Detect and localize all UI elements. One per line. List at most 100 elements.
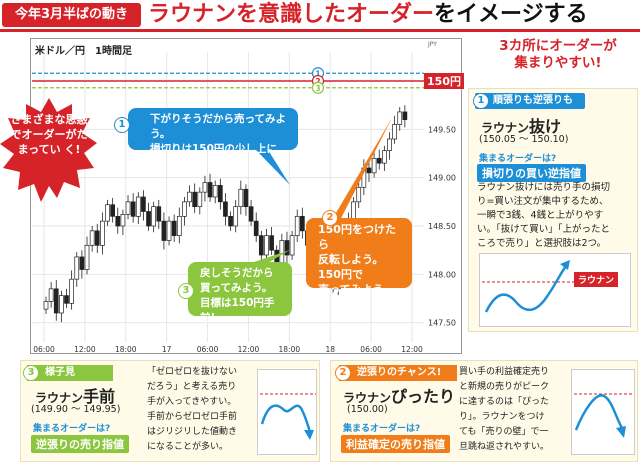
candle-body	[64, 295, 69, 304]
candle-body	[100, 220, 105, 246]
burst-text: さまざまな思惑でオーダーがたまってい く!	[10, 113, 88, 156]
falling-curve-illustration	[260, 393, 316, 440]
panel3-answer: 逆張りの売り指値	[31, 435, 129, 453]
panel3-name-pre: ラウナン	[35, 391, 84, 405]
panel1-number: 1	[473, 93, 489, 109]
candle-body	[74, 256, 80, 280]
candle-body	[294, 215, 300, 237]
candle-body	[166, 220, 172, 241]
candle-body	[366, 167, 372, 174]
panel2-desc-line: 旦跳ね返されやすい。	[459, 442, 550, 452]
panel2-range: (150.00)	[347, 404, 388, 415]
panel2-header: 逆張りのチャンス!	[339, 365, 457, 381]
panel1-level-tag: ラウナン	[574, 272, 619, 287]
panel1-desc-line: 一瞬で3銭、4銭と上がりやす	[477, 210, 604, 221]
panel1-mini-chart: ラウナン	[479, 253, 631, 327]
candle-body	[43, 301, 49, 310]
order-level-marker	[311, 81, 325, 94]
x-tick-label: 12:00	[401, 345, 423, 354]
bubble3-line3: 目標は150円手前!	[200, 297, 275, 324]
bubble3-line1: 戻しそうだから	[200, 267, 274, 279]
x-tick-label: 18:00	[115, 345, 137, 354]
reversal-curve-illustration	[574, 393, 634, 438]
starburst-shape	[0, 98, 97, 202]
candle-body	[289, 235, 295, 256]
panel1-name-bold: 抜け	[529, 117, 562, 136]
x-tick-label: 06:00	[33, 345, 55, 354]
bubble-sell-hope: 下がりそうだから売ってみよう。 損切りは150円の少し上に	[128, 108, 298, 155]
panel-breakout: 順張りも逆張りも 1 ラウナン抜け (150.05 〜 150.10) 集まるオ…	[468, 88, 638, 332]
bubble1-line1: 下がりそうだから売ってみよう。	[150, 113, 286, 140]
panel3-desc-line: になることが多い。	[147, 442, 229, 452]
candle-body	[233, 206, 239, 227]
panel3-desc-line: だろう」と考える売り	[147, 382, 237, 392]
candle-body	[135, 196, 141, 217]
candle-body	[120, 214, 126, 227]
candle-body	[48, 288, 54, 302]
order-level-number: 3	[315, 84, 320, 93]
candle-body	[171, 220, 177, 237]
candle-body	[110, 204, 115, 217]
title-red: ラウナンを意識したオーダー	[148, 2, 435, 27]
order-level-number: 1	[315, 69, 320, 78]
candle-body	[59, 295, 64, 314]
candle-body	[89, 230, 95, 246]
x-tick-label: 12:00	[238, 345, 260, 354]
x-tick-label: 18:00	[279, 345, 301, 354]
candle-body	[53, 288, 59, 314]
panel1-description: ラウナン抜けには売り手の損切 り=買い注文が集中するため、 一瞬で3銭、4銭と上…	[477, 181, 637, 251]
panel3-range: (149.90 〜 149.95)	[31, 404, 121, 415]
panel1-desc-line: ラウナン抜けには売り手の損切	[477, 182, 611, 193]
bubble2-number: 2	[322, 210, 338, 226]
bubble-reversal: 150円をつけたら 反転しよう。 150円で 売ってみよう	[306, 218, 412, 296]
x-tick-label: 06:00	[360, 345, 382, 354]
candle-body	[264, 235, 269, 256]
candle-body	[228, 215, 233, 227]
bubble3-line2: 買ってみよう。	[200, 282, 273, 294]
panel1-name: ラウナン抜け	[481, 113, 561, 137]
bubble2-line1: 150円をつけたら	[318, 223, 396, 251]
candle-body	[141, 196, 146, 212]
panel3-name-bold: 手前	[83, 387, 116, 406]
title-black: をイメージする	[434, 2, 588, 27]
panel2-mini-chart	[571, 369, 635, 455]
candle-body	[212, 185, 218, 198]
candle-body	[269, 235, 274, 251]
panel1-range: (150.05 〜 150.10)	[479, 134, 569, 145]
candle-body	[69, 278, 74, 304]
panel1-answer: 損切りの買い逆指値	[477, 164, 586, 182]
y-tick-label: 147.50	[428, 319, 456, 328]
panel2-name-pre: ラウナン	[343, 391, 392, 405]
bubble3-number: 3	[178, 283, 194, 299]
panel1-question: 集まるオーダーは?	[479, 154, 557, 164]
y-tick-label: 149.00	[428, 174, 456, 183]
panel3-desc-line: はジリジリした値動き	[147, 427, 238, 437]
x-tick-label: 12:00	[74, 345, 96, 354]
candle-body	[387, 138, 392, 151]
panel2-desc-line: り」。ラウナンをつけ	[459, 412, 545, 422]
panel3-name: ラウナン手前	[35, 383, 115, 407]
panel3-desc-line: 手が入ってきやすい。	[147, 397, 237, 407]
candle-body	[299, 215, 305, 232]
panel2-description: 買い手の利益確定売り と新規の売りがピーク に達するのは「ぴった り」。ラウナン…	[459, 365, 569, 455]
panel1-header: 順張りも逆張りも	[475, 93, 585, 109]
right-heading-line1: 3カ所にオーダーが	[499, 38, 617, 54]
level-price-label: 150円	[427, 75, 461, 88]
panel2-number: 2	[335, 365, 351, 381]
x-tick-label: 18	[325, 345, 335, 354]
panel2-name-bold: ぴったり	[391, 387, 456, 406]
panel1-name-pre: ラウナン	[481, 121, 530, 135]
candle-body	[217, 185, 223, 203]
candle-body	[197, 191, 203, 208]
panel2-desc-line: ても「売りの壁」で一	[459, 427, 549, 437]
panel1-desc-line: り=買い注文が集中するため、	[477, 196, 609, 207]
candle-body	[151, 206, 157, 227]
candle-body	[253, 220, 259, 237]
order-level-number: 2	[315, 77, 320, 86]
candle-body	[223, 201, 228, 217]
x-tick-label: 17	[162, 345, 172, 354]
header-tag: 今年3月半ばの動き	[2, 3, 141, 27]
panel1-desc-line: ころで売り」と選択肢は2つ。	[477, 238, 607, 249]
y-tick-label: 148.50	[428, 222, 456, 231]
panel3-desc-line: 手前からゼロゼロ手前	[147, 412, 238, 422]
